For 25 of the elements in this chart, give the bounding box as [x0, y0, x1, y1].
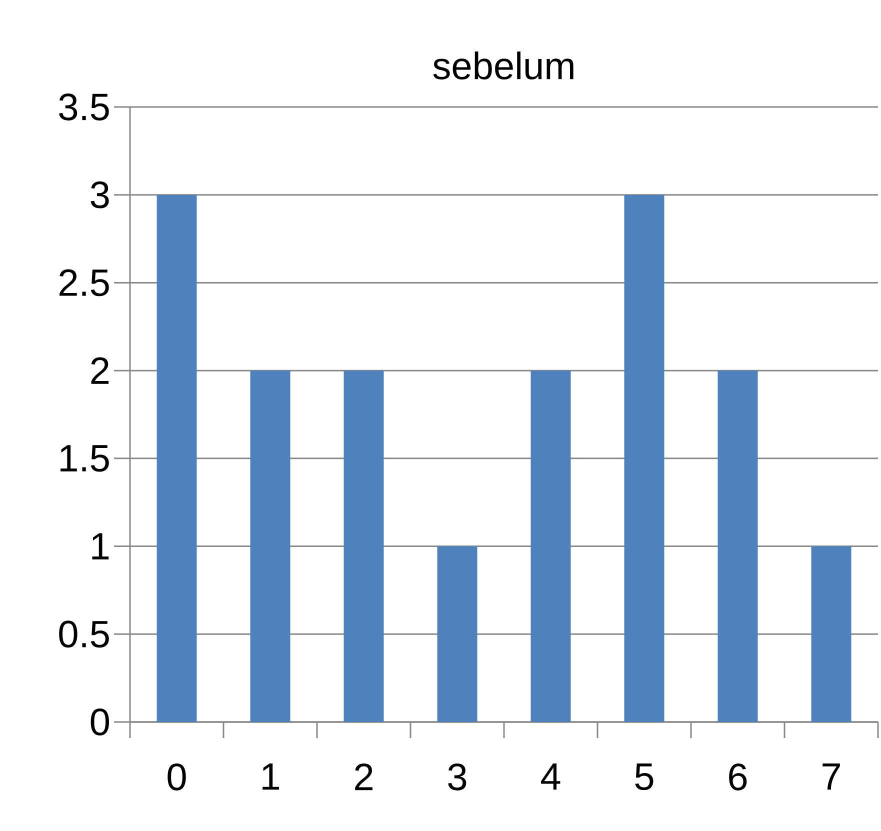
- y-tick-label: 3: [90, 181, 109, 208]
- bar: [530, 370, 571, 722]
- bar: [718, 370, 758, 722]
- x-tick-label: 5: [635, 764, 654, 790]
- y-tick-label: 2.5: [60, 269, 109, 296]
- x-tick-label: 2: [355, 764, 372, 790]
- x-tick-label: 6: [729, 764, 747, 790]
- chart-title: sebelum: [433, 52, 574, 80]
- x-tick-label: 3: [448, 764, 466, 790]
- y-tick-label: 0: [90, 708, 109, 736]
- y-tick-label: 3.5: [59, 94, 109, 120]
- bar: [811, 546, 852, 722]
- x-tick-label: 0: [168, 764, 186, 790]
- bar: [344, 370, 384, 722]
- y-tick-label: 0.5: [59, 620, 109, 648]
- bar: [437, 546, 478, 722]
- bar: [250, 370, 290, 722]
- x-tick-label: 4: [541, 764, 560, 790]
- bar: [624, 194, 664, 722]
- x-tick-label: 7: [822, 764, 840, 790]
- y-tick-label: 1.5: [60, 445, 109, 472]
- y-tick-label: 2: [91, 357, 109, 384]
- y-tick-label: 1: [92, 533, 109, 560]
- x-tick-label: 1: [262, 764, 279, 790]
- bar: [156, 194, 197, 722]
